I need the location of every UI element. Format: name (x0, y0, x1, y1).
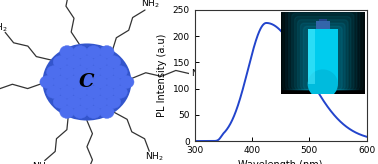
Circle shape (46, 66, 61, 78)
Circle shape (100, 106, 114, 118)
Text: NH$_2$: NH$_2$ (32, 161, 51, 164)
X-axis label: Wavelength (nm): Wavelength (nm) (239, 160, 323, 164)
Circle shape (73, 106, 87, 118)
Circle shape (40, 76, 54, 88)
Y-axis label: PL Intensity (a.u): PL Intensity (a.u) (157, 34, 167, 117)
Circle shape (46, 86, 61, 98)
Circle shape (106, 96, 121, 108)
Circle shape (73, 86, 87, 98)
Circle shape (60, 66, 74, 78)
Circle shape (93, 76, 107, 88)
Text: NH$_2$: NH$_2$ (0, 22, 8, 34)
Circle shape (53, 96, 68, 108)
Text: NH$_2$: NH$_2$ (145, 151, 164, 163)
Circle shape (42, 43, 132, 121)
Circle shape (80, 96, 94, 108)
Circle shape (113, 66, 127, 78)
Circle shape (87, 46, 101, 58)
Circle shape (53, 76, 68, 88)
Circle shape (106, 56, 121, 68)
Circle shape (73, 46, 87, 58)
Circle shape (73, 66, 87, 78)
Text: NH$_2$: NH$_2$ (141, 0, 159, 10)
Circle shape (67, 56, 81, 68)
Circle shape (60, 46, 74, 58)
Text: NH$_2$: NH$_2$ (191, 67, 209, 80)
Circle shape (80, 76, 94, 88)
Circle shape (100, 86, 114, 98)
Circle shape (80, 56, 94, 68)
Circle shape (67, 76, 81, 88)
Circle shape (53, 56, 68, 68)
Circle shape (60, 86, 74, 98)
Circle shape (60, 106, 74, 118)
Circle shape (87, 86, 101, 98)
Circle shape (87, 66, 101, 78)
Circle shape (119, 76, 134, 88)
Circle shape (93, 56, 107, 68)
Circle shape (87, 106, 101, 118)
Circle shape (106, 76, 121, 88)
Circle shape (113, 86, 127, 98)
Circle shape (93, 96, 107, 108)
Circle shape (100, 46, 114, 58)
Text: C: C (79, 73, 95, 91)
Circle shape (67, 96, 81, 108)
Circle shape (100, 66, 114, 78)
